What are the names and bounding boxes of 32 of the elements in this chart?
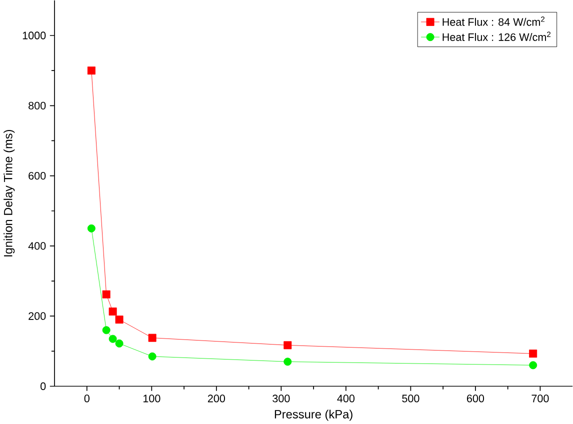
x-tick-label: 300 xyxy=(272,394,290,402)
x-tick-label: 500 xyxy=(402,394,420,402)
point xyxy=(284,341,292,350)
point xyxy=(284,358,292,366)
point xyxy=(102,326,110,334)
x-tick-label: 100 xyxy=(143,394,160,402)
point xyxy=(108,334,117,343)
x-axis-title: Pressure (kPa) xyxy=(274,410,352,421)
point xyxy=(529,349,538,358)
y-tick-label: 200 xyxy=(28,312,46,320)
point xyxy=(148,352,156,360)
x-tick-label: 700 xyxy=(532,394,549,402)
y-tick-label: 400 xyxy=(28,242,46,250)
legend-label: Heat Flux : 126 W/cm$^{2}$ xyxy=(442,31,550,41)
y-axis-title: Ignition Delay Time (ms) xyxy=(4,130,15,256)
y-tick-label: 600 xyxy=(28,172,46,180)
y-tick-label: 1000 xyxy=(22,31,46,40)
point xyxy=(102,290,110,298)
x-tick-label: 0 xyxy=(84,394,90,402)
point xyxy=(87,224,96,232)
legend-label: Heat Flux : 84 W/cm$^{2}$ xyxy=(442,16,544,26)
y-tick-label: 0 xyxy=(40,382,46,390)
y-tick-label: 800 xyxy=(28,102,46,110)
point xyxy=(115,315,124,324)
x-tick-label: 400 xyxy=(337,394,355,402)
point xyxy=(87,66,96,74)
point xyxy=(529,361,538,370)
x-tick-label: 600 xyxy=(466,394,484,402)
point xyxy=(115,339,124,348)
point xyxy=(148,334,156,342)
point xyxy=(108,307,117,316)
x-tick-label: 200 xyxy=(208,394,226,402)
